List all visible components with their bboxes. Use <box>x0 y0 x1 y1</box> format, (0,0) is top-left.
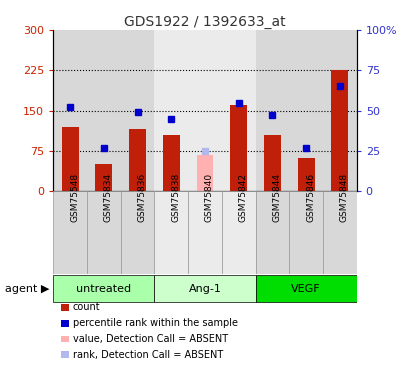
Bar <box>188 30 221 191</box>
Bar <box>87 30 120 191</box>
Bar <box>230 105 247 191</box>
Text: GSM75834: GSM75834 <box>103 173 112 222</box>
Text: GSM75844: GSM75844 <box>272 173 281 222</box>
Bar <box>255 191 289 274</box>
Text: VEGF: VEGF <box>291 284 320 294</box>
Bar <box>255 30 289 191</box>
Bar <box>330 70 347 191</box>
Bar <box>188 191 221 274</box>
Bar <box>297 158 314 191</box>
Bar <box>154 275 255 302</box>
Text: GSM75836: GSM75836 <box>137 173 146 222</box>
Bar <box>53 30 87 191</box>
Bar <box>196 155 213 191</box>
Bar <box>53 191 87 274</box>
Text: GSM75548: GSM75548 <box>70 173 79 222</box>
Text: value, Detection Call = ABSENT: value, Detection Call = ABSENT <box>73 334 227 344</box>
Bar <box>221 191 255 274</box>
Text: count: count <box>73 303 100 312</box>
Bar <box>289 30 322 191</box>
Bar <box>95 164 112 191</box>
Text: Ang-1: Ang-1 <box>188 284 221 294</box>
Bar <box>289 191 322 274</box>
Text: GDS1922 / 1392633_at: GDS1922 / 1392633_at <box>124 15 285 29</box>
Bar <box>129 129 146 191</box>
Bar <box>322 30 356 191</box>
Bar <box>154 191 188 274</box>
Text: percentile rank within the sample: percentile rank within the sample <box>73 318 237 328</box>
Bar <box>221 30 255 191</box>
Bar <box>120 30 154 191</box>
Text: GSM75840: GSM75840 <box>204 173 213 222</box>
Bar <box>162 135 179 191</box>
Text: untreated: untreated <box>76 284 131 294</box>
Bar <box>322 191 356 274</box>
Text: rank, Detection Call = ABSENT: rank, Detection Call = ABSENT <box>73 350 222 360</box>
Bar <box>53 275 154 302</box>
Text: GSM75846: GSM75846 <box>306 173 315 222</box>
Text: GSM75842: GSM75842 <box>238 173 247 222</box>
Bar <box>62 127 79 191</box>
Bar <box>120 191 154 274</box>
Bar <box>154 30 188 191</box>
Bar <box>255 275 356 302</box>
Text: GSM75838: GSM75838 <box>171 173 180 222</box>
Bar <box>263 135 280 191</box>
Text: GSM75848: GSM75848 <box>339 173 348 222</box>
Text: agent ▶: agent ▶ <box>5 284 49 294</box>
Bar <box>87 191 120 274</box>
